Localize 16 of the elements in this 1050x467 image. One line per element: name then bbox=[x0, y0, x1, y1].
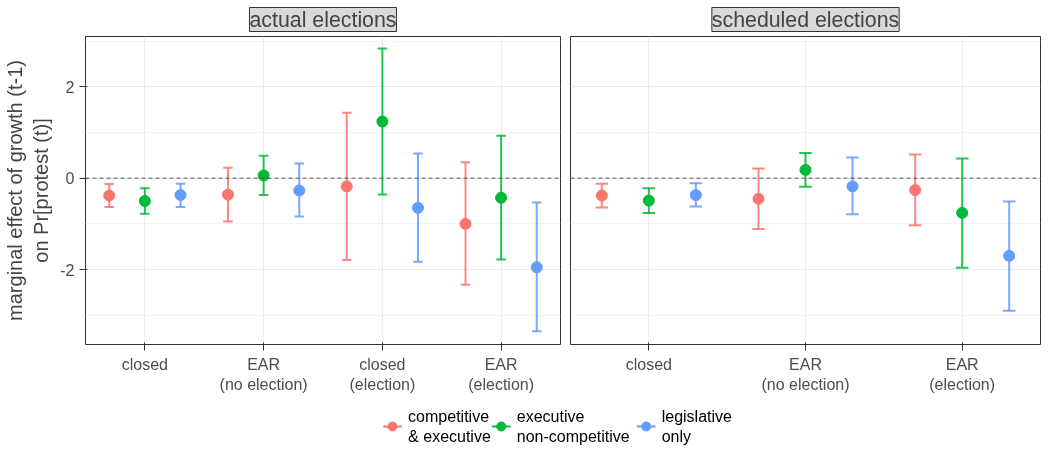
x-tick-label: closed bbox=[625, 355, 672, 373]
chart-title: actual elections bbox=[249, 7, 397, 32]
legend-label: competitive & executive bbox=[408, 407, 491, 446]
y-tick-label: -2 bbox=[60, 261, 75, 279]
x-tick-label: EAR (election) bbox=[468, 355, 535, 393]
chart-title: scheduled elections bbox=[711, 7, 900, 32]
x-tick-label: EAR (no election) bbox=[219, 355, 308, 393]
y-tick-label: 0 bbox=[65, 170, 75, 188]
x-tick-label: closed bbox=[121, 355, 168, 373]
x-tick-label: closed (election) bbox=[349, 355, 416, 393]
legend-label: executive non-competitive bbox=[516, 407, 630, 446]
x-tick-label: EAR (election) bbox=[929, 355, 996, 393]
y-tick-label: 2 bbox=[65, 78, 75, 96]
x-tick-label: EAR (no election) bbox=[761, 355, 850, 393]
legend-label: legislative only bbox=[661, 407, 733, 446]
y-axis-title: marginal effect of growth (t-1) on Pr[protest (t)] bbox=[3, 60, 53, 321]
